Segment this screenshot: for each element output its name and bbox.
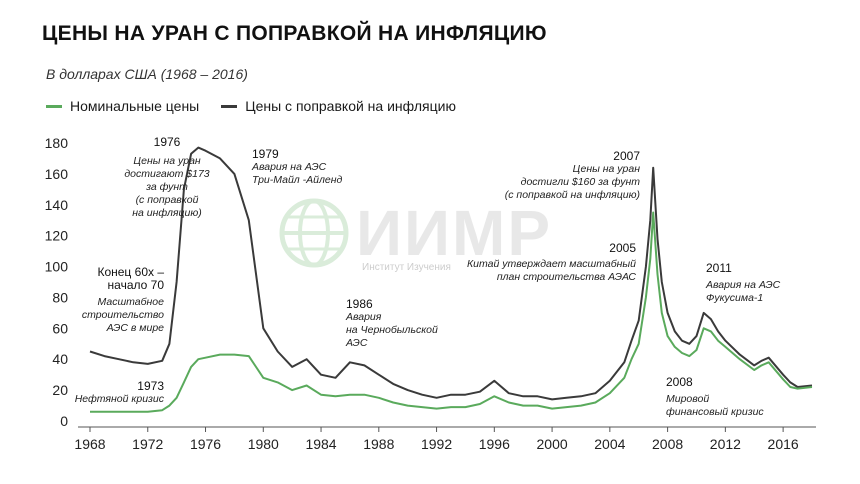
legend-swatch-nominal xyxy=(46,104,62,108)
x-tick-label: 1968 xyxy=(74,436,105,452)
legend-item-nominal: Номинальные цены xyxy=(46,98,199,114)
annotation-2008-year: 2008 xyxy=(666,375,693,389)
annotation-2007: 2007 Цены на уран достигли $160 за фунт … xyxy=(480,150,640,202)
x-tick-label: 2004 xyxy=(594,436,625,452)
series-line-adjusted xyxy=(89,146,813,401)
y-tick-label: 160 xyxy=(45,166,69,182)
annotation-60s-year: Конец 60х – начало 70 xyxy=(97,265,164,292)
annotation-2011: 2011 Авария на АЭС Фукусима-1 xyxy=(706,262,836,305)
x-axis: 1968 1972 1976 1980 1984 1988 1992 1996 2000 2004… xyxy=(74,426,816,452)
chart-title: ЦЕНЫ НА УРАН С ПОПРАВКОЙ НА ИНФЛЯЦИЮ xyxy=(42,22,547,45)
x-tick-label: 1972 xyxy=(132,436,163,452)
annotation-1973-text: Нефтяной кризис xyxy=(74,393,164,405)
x-tick-label: 1996 xyxy=(479,436,510,452)
annotation-1973-year: 1973 xyxy=(137,379,164,393)
y-tick-label: 60 xyxy=(52,320,68,336)
x-tick-label: 1984 xyxy=(305,436,336,452)
y-tick-label: 80 xyxy=(52,289,68,305)
x-tick-label: 2016 xyxy=(768,436,799,452)
y-tick-label: 40 xyxy=(52,351,68,367)
x-tick-label: 1980 xyxy=(248,436,279,452)
legend-label-nominal: Номинальные цены xyxy=(70,98,200,114)
annotation-60s: Конец 60х – начало 70 Масштабное строите… xyxy=(60,266,164,335)
legend-label-adjusted: Цены с поправкой на инфляцию xyxy=(245,98,456,114)
x-tick-label: 2000 xyxy=(537,436,568,452)
annotation-2011-year: 2011 xyxy=(706,261,732,275)
legend-swatch-adjusted xyxy=(221,104,238,108)
x-tick-label: 1992 xyxy=(421,436,452,452)
chart-subtitle: В долларах США (1968 – 2016) xyxy=(46,66,248,82)
series-lines xyxy=(89,146,813,413)
y-tick-label: 120 xyxy=(45,228,69,244)
y-axis: 0 20 40 60 80 100 120 140 160 180 xyxy=(45,135,69,429)
annotation-1979-text: Авария на АЭС Три-Майл -Айленд xyxy=(252,161,343,186)
watermark-subtext: Институт Изучения xyxy=(362,262,451,273)
watermark-logo: ИИМР xyxy=(278,196,552,270)
annotation-1986-year: 1986 xyxy=(346,297,373,311)
annotation-2005-year: 2005 xyxy=(609,241,636,255)
y-tick-label: 20 xyxy=(52,382,68,398)
annotation-2005-text: Китай утверждает масштабный план строите… xyxy=(466,258,636,283)
y-tick-label: 140 xyxy=(45,197,69,213)
annotation-1986: 1986 Авария на Чернобыльской АЭС xyxy=(346,298,486,350)
annotation-2005: 2005 Китай утверждает масштабный план ст… xyxy=(440,242,636,284)
y-tick-label: 100 xyxy=(45,259,69,275)
annotation-1986-text: Авария на Чернобыльской АЭС xyxy=(346,311,438,349)
annotation-2007-year: 2007 xyxy=(613,149,640,163)
annotation-2008: 2008 Мировой финансовый кризис xyxy=(666,376,796,419)
legend-item-adjusted: Цены с поправкой на инфляцию xyxy=(221,98,456,114)
annotation-1979: 1979 Авария на АЭС Три-Майл -Айленд xyxy=(252,148,422,187)
globe-icon xyxy=(279,198,349,268)
annotation-1976-text: Цены на уран достигают $173 за фунт (с п… xyxy=(124,155,210,219)
annotation-1976-year: 1976 xyxy=(153,135,181,149)
annotation-1976: 1976 Цены на уран достигают $173 за фунт… xyxy=(92,136,242,220)
x-tick-label: 2012 xyxy=(710,436,741,452)
annotation-2007-text: Цены на уран достигли $160 за фунт (с по… xyxy=(504,163,640,201)
annotation-1979-year: 1979 xyxy=(252,147,279,161)
watermark-text: ИИМР xyxy=(356,197,552,269)
series-line-nominal xyxy=(90,211,813,413)
annotation-60s-text: Масштабное строительство АЭС в мире xyxy=(81,296,164,334)
chart-legend: Номинальные цены Цены с поправкой на инф… xyxy=(46,98,456,114)
y-tick-label: 180 xyxy=(45,135,69,151)
annotation-2011-text: Авария на АЭС Фукусима-1 xyxy=(706,279,781,304)
y-tick-label: 0 xyxy=(60,413,68,429)
annotation-2008-text: Мировой финансовый кризис xyxy=(666,393,764,418)
x-tick-label: 2008 xyxy=(652,436,683,452)
x-tick-label: 1976 xyxy=(190,436,221,452)
annotation-1973: 1973 Нефтяной кризис xyxy=(60,380,164,406)
x-tick-label: 1988 xyxy=(363,436,394,452)
